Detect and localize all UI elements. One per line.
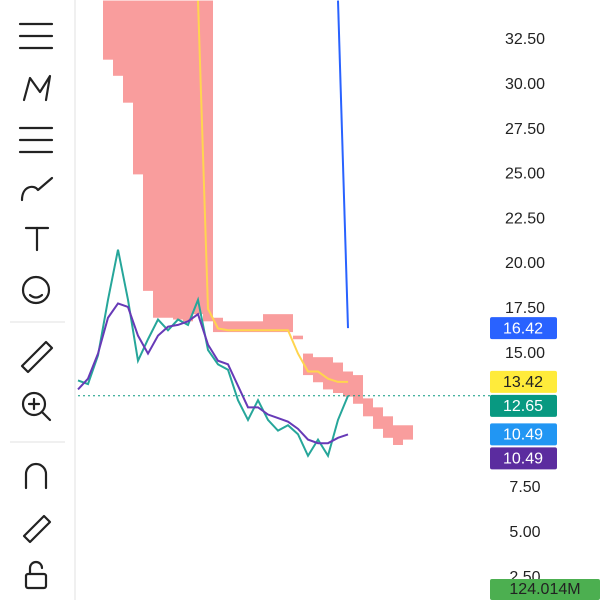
cloud-slice (273, 314, 283, 333)
price-badge (490, 394, 557, 417)
y-tick-label: 20.00 (505, 255, 545, 272)
plot-area: 32.50 30.00 27.50 25.00 22.50 20.00 17.50 15.00… (77, 0, 600, 600)
cloud-slice (283, 314, 293, 333)
cloud-slice (213, 317, 223, 333)
y-tick-label: 5.00 (509, 524, 540, 541)
cloud-slice (193, 0, 203, 315)
cloud-slice (153, 0, 163, 318)
cloud-slice (293, 335, 303, 340)
zoom-tool[interactable] (21, 391, 52, 422)
y-tick-label: 27.50 (505, 121, 545, 138)
cloud-slice (373, 407, 383, 429)
series-line (77, 249, 349, 459)
cloud-slice (243, 321, 253, 333)
measure-tool[interactable] (20, 340, 54, 374)
cloud-slice (233, 321, 243, 333)
y-tick-label: 17.50 (505, 300, 545, 317)
cloud-slice (343, 371, 353, 397)
lock-tool[interactable] (24, 560, 48, 590)
cloud-slice (333, 362, 343, 394)
volume-badge-label: 124.014M (509, 581, 580, 598)
cloud-slice (143, 0, 153, 291)
price-badge-label: 12.65 (503, 398, 543, 415)
y-tick-label: 32.50 (505, 31, 545, 48)
price-badge (490, 423, 557, 446)
cloud-slice (303, 353, 313, 376)
price-badge-label: 16.42 (503, 320, 543, 337)
cloud-slice (113, 0, 123, 76)
series-line (337, 0, 349, 329)
emoji-tool[interactable] (21, 275, 51, 305)
cloud-slice (183, 0, 193, 322)
text-tool[interactable] (24, 226, 50, 252)
cloud-slice (383, 416, 393, 438)
cloud-slice (223, 321, 233, 333)
cloud-slice (263, 314, 273, 333)
cloud-slice (253, 321, 263, 333)
price-badge (490, 447, 557, 470)
price-badge (490, 317, 557, 340)
price-badge-label: 13.42 (503, 374, 543, 391)
cloud-slice (163, 0, 173, 318)
fib-tool[interactable] (18, 126, 54, 154)
cloud-slice (353, 375, 363, 404)
toolbar (10, 22, 65, 590)
brush-tool[interactable] (20, 176, 54, 202)
cloud-slice (363, 398, 373, 417)
cloud-slice (133, 0, 143, 175)
cloud-slice (393, 425, 403, 445)
cloud-slice (123, 0, 133, 103)
price-badge-label: 10.49 (503, 427, 543, 444)
y-tick-label: 30.00 (505, 76, 545, 93)
price-badge (490, 370, 557, 393)
volume-badge (490, 579, 600, 600)
cloud-slice (103, 0, 113, 60)
lock-drawing-tool[interactable] (22, 514, 52, 544)
y-tick-label: 15.00 (505, 345, 545, 362)
pattern-tool[interactable] (22, 74, 52, 102)
cloud-slice (313, 357, 323, 383)
y-tick-label: 7.50 (509, 479, 540, 496)
price-badge-label: 10.49 (503, 451, 543, 468)
cloud-slice (203, 0, 213, 322)
cloud-slice (403, 425, 413, 440)
magnet-tool[interactable] (24, 462, 48, 490)
y-tick-label: 22.50 (505, 210, 545, 227)
cloud-slice (323, 357, 333, 390)
series-line (197, 0, 348, 383)
y-tick-label: 25.00 (505, 166, 545, 183)
cloud-slice (173, 0, 183, 320)
series-line (77, 302, 349, 445)
lines-tool[interactable] (18, 22, 54, 50)
